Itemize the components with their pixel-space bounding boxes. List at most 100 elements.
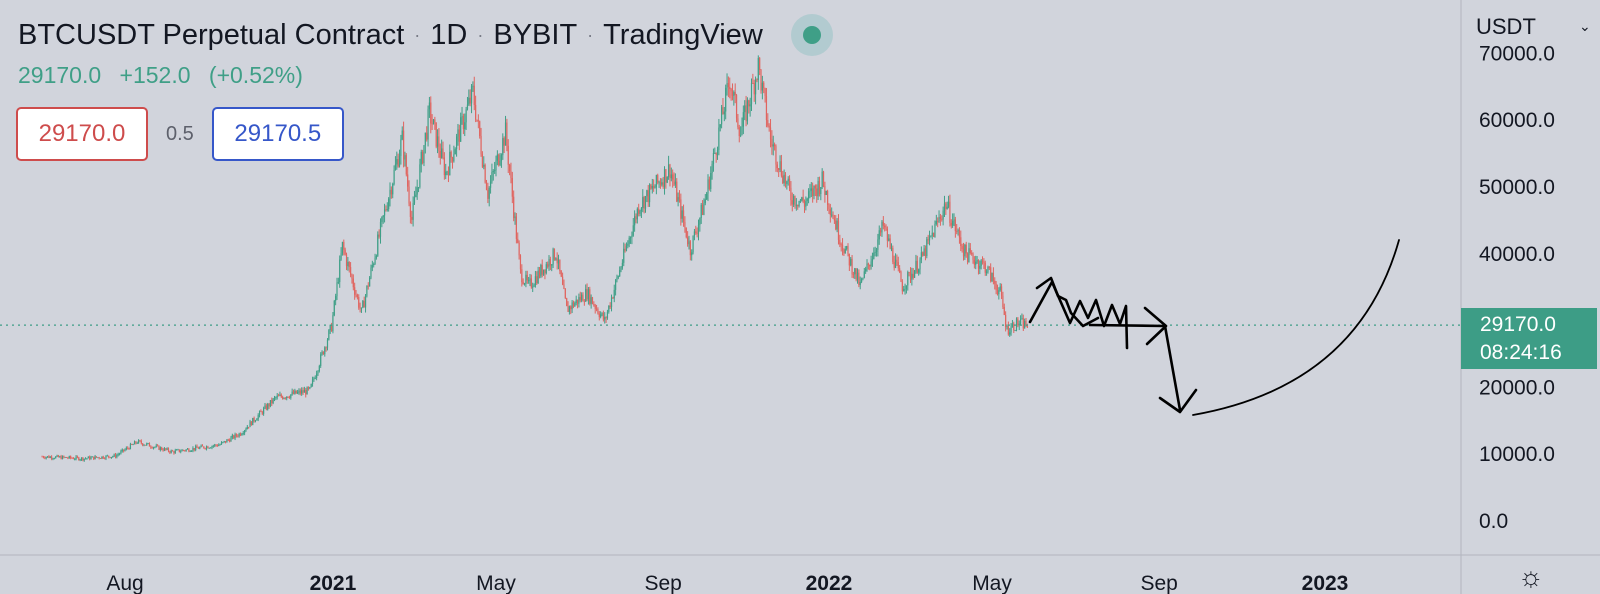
candle-down bbox=[839, 239, 841, 245]
candle-down bbox=[885, 227, 887, 230]
candle-down bbox=[734, 92, 736, 95]
candle-up bbox=[154, 446, 156, 448]
candle-up bbox=[219, 444, 221, 446]
market-status-indicator[interactable] bbox=[790, 14, 833, 56]
candle-down bbox=[343, 241, 345, 250]
candle-down bbox=[538, 270, 541, 277]
candle-down bbox=[769, 127, 772, 140]
candle-down bbox=[99, 458, 102, 460]
candle-up bbox=[979, 265, 981, 269]
candle-down bbox=[344, 249, 346, 255]
candle-up bbox=[741, 126, 743, 136]
candle-up bbox=[528, 280, 530, 282]
candle-down bbox=[678, 197, 681, 200]
currency-selector[interactable]: USDT bbox=[1476, 14, 1536, 39]
candle-down bbox=[458, 129, 460, 142]
candle-up bbox=[328, 330, 330, 340]
candle-down bbox=[351, 274, 353, 279]
candle-up bbox=[783, 174, 785, 184]
candle-down bbox=[349, 267, 352, 275]
candle-up bbox=[697, 224, 700, 234]
interval-label[interactable]: 1D bbox=[430, 18, 468, 51]
time-axis-tick: 2023 bbox=[1302, 572, 1349, 594]
candle-down bbox=[1026, 326, 1028, 328]
candle-down bbox=[949, 201, 951, 223]
candles-layer bbox=[41, 55, 1028, 462]
candle-down bbox=[1002, 295, 1004, 307]
candle-up bbox=[1006, 326, 1008, 327]
candle-down bbox=[188, 448, 190, 452]
candle-up bbox=[256, 419, 258, 421]
candle-down bbox=[207, 446, 209, 449]
candle-down bbox=[261, 411, 263, 414]
candle-up bbox=[875, 249, 878, 252]
candle-down bbox=[922, 252, 924, 256]
candle-up bbox=[957, 229, 959, 232]
candle-up bbox=[371, 265, 373, 268]
candle-down bbox=[48, 456, 50, 458]
candle-up bbox=[290, 394, 292, 398]
buy-button[interactable]: 29170.5 bbox=[211, 107, 344, 161]
candle-down bbox=[385, 209, 387, 211]
candle-up bbox=[991, 273, 993, 282]
candle-up bbox=[706, 193, 708, 200]
candle-up bbox=[718, 127, 720, 150]
sell-button[interactable]: 29170.0 bbox=[16, 107, 148, 161]
candle-down bbox=[161, 447, 163, 450]
candle-down bbox=[767, 120, 769, 126]
candle-down bbox=[280, 394, 282, 397]
candle-down bbox=[450, 151, 452, 158]
candle-down bbox=[708, 179, 710, 189]
candle-down bbox=[847, 245, 849, 254]
candle-down bbox=[157, 445, 159, 447]
candle-down bbox=[430, 102, 432, 124]
candle-up bbox=[453, 154, 455, 162]
candle-up bbox=[795, 204, 797, 206]
candle-up bbox=[185, 449, 187, 451]
candle-up bbox=[136, 443, 138, 444]
candle-down bbox=[405, 155, 407, 175]
candle-up bbox=[210, 447, 212, 449]
candle-up bbox=[379, 221, 382, 237]
candle-up bbox=[648, 184, 651, 203]
candle-up bbox=[90, 457, 92, 460]
candle-up bbox=[483, 164, 485, 167]
candle-up bbox=[124, 449, 126, 451]
candle-down bbox=[738, 127, 740, 137]
candle-down bbox=[1013, 323, 1015, 331]
time-axis-tick: May bbox=[476, 572, 516, 594]
candle-down bbox=[477, 120, 479, 122]
candle-up bbox=[120, 451, 122, 454]
candle-up bbox=[159, 447, 161, 450]
candle-up bbox=[610, 297, 613, 308]
candle-up bbox=[214, 444, 216, 446]
symbol-title[interactable]: BTCUSDT Perpetual Contract bbox=[18, 18, 405, 51]
candle-up bbox=[118, 453, 121, 455]
candle-down bbox=[487, 189, 489, 199]
candle-up bbox=[494, 170, 496, 172]
settings-gear-icon[interactable]: ☼ bbox=[1518, 561, 1544, 592]
chevron-down-icon[interactable]: ⌄ bbox=[1579, 18, 1591, 34]
candle-up bbox=[152, 447, 155, 449]
candle-down bbox=[696, 233, 698, 234]
candle-down bbox=[994, 280, 996, 284]
candle-up bbox=[571, 302, 573, 310]
candle-up bbox=[601, 312, 603, 315]
candle-up bbox=[132, 444, 134, 446]
candle-down bbox=[451, 157, 454, 162]
candle-down bbox=[442, 148, 444, 158]
candle-up bbox=[445, 171, 447, 176]
candle-up bbox=[532, 286, 534, 288]
candle-down bbox=[765, 95, 768, 121]
candle-up bbox=[366, 285, 368, 296]
candle-down bbox=[828, 204, 830, 210]
candle-up bbox=[825, 191, 827, 196]
candle-up bbox=[420, 151, 422, 165]
candle-down bbox=[771, 139, 773, 147]
candle-up bbox=[555, 258, 557, 260]
candle-up bbox=[310, 383, 312, 388]
candle-up bbox=[699, 217, 701, 225]
candle-up bbox=[821, 171, 823, 188]
candle-down bbox=[71, 457, 73, 459]
